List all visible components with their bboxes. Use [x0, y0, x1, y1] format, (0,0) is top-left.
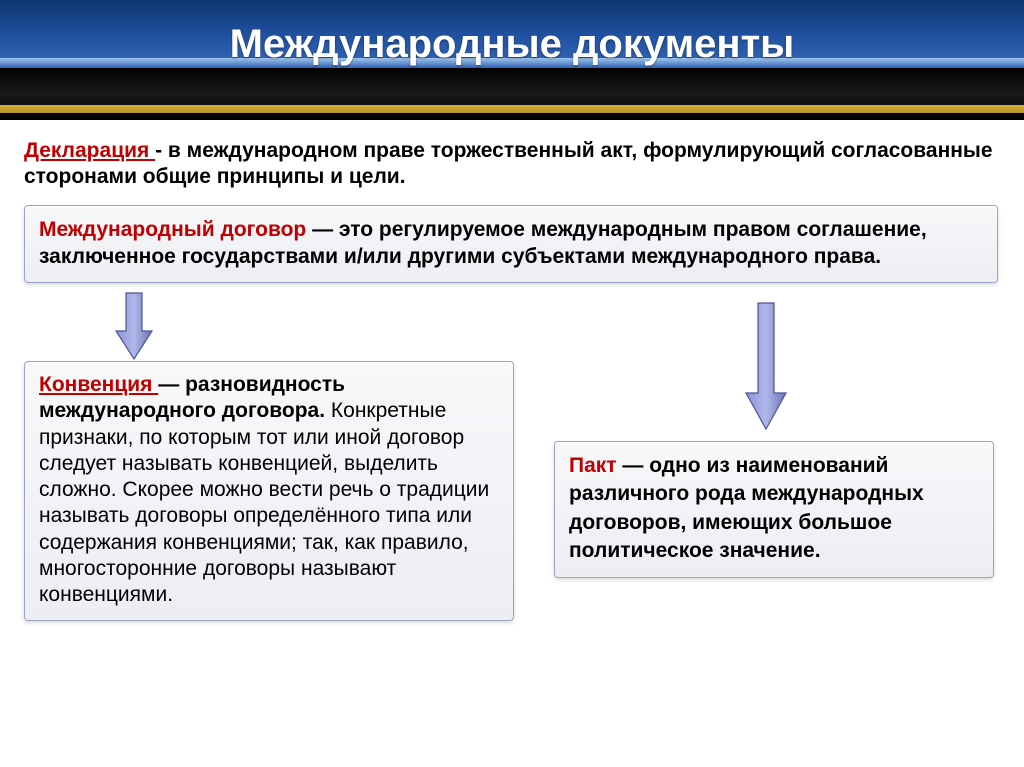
page-title: Международные документы — [0, 22, 1024, 67]
declaration-term: Декларация — [24, 139, 155, 162]
left-column: Конвенция — разновидность международного… — [24, 291, 514, 621]
convention-body: Конкретные признаки, по которым тот или … — [39, 399, 489, 606]
pact-term: Пакт — [569, 454, 617, 477]
declaration-text: - в международном праве торжественный ак… — [24, 139, 993, 188]
arrow-right-wrap — [554, 291, 994, 441]
declaration-paragraph: Декларация - в международном праве торже… — [24, 138, 1004, 191]
arrow-down-left — [114, 291, 154, 361]
treaty-box: Международный договор — это регулируемое… — [24, 205, 998, 284]
convention-term: Конвенция — [39, 373, 158, 396]
arrow-left-wrap — [24, 291, 514, 361]
header-bottom-strip — [0, 113, 1024, 120]
pact-box: Пакт — одно из наименований различного р… — [554, 441, 994, 578]
right-column: Пакт — одно из наименований различного р… — [554, 291, 994, 578]
treaty-term: Международный договор — [39, 218, 306, 241]
header-banner: Международные документы — [0, 0, 1024, 120]
arrow-icon — [744, 301, 788, 431]
arrow-down-right — [744, 301, 788, 431]
pact-text: — одно из наименований различного рода м… — [569, 454, 924, 562]
convention-box: Конвенция — разновидность международного… — [24, 361, 514, 621]
content-area: Декларация - в международном праве торже… — [0, 120, 1024, 621]
header-gold-strip — [0, 105, 1024, 113]
arrow-icon — [114, 291, 154, 361]
children-row: Конвенция — разновидность международного… — [24, 291, 1004, 621]
